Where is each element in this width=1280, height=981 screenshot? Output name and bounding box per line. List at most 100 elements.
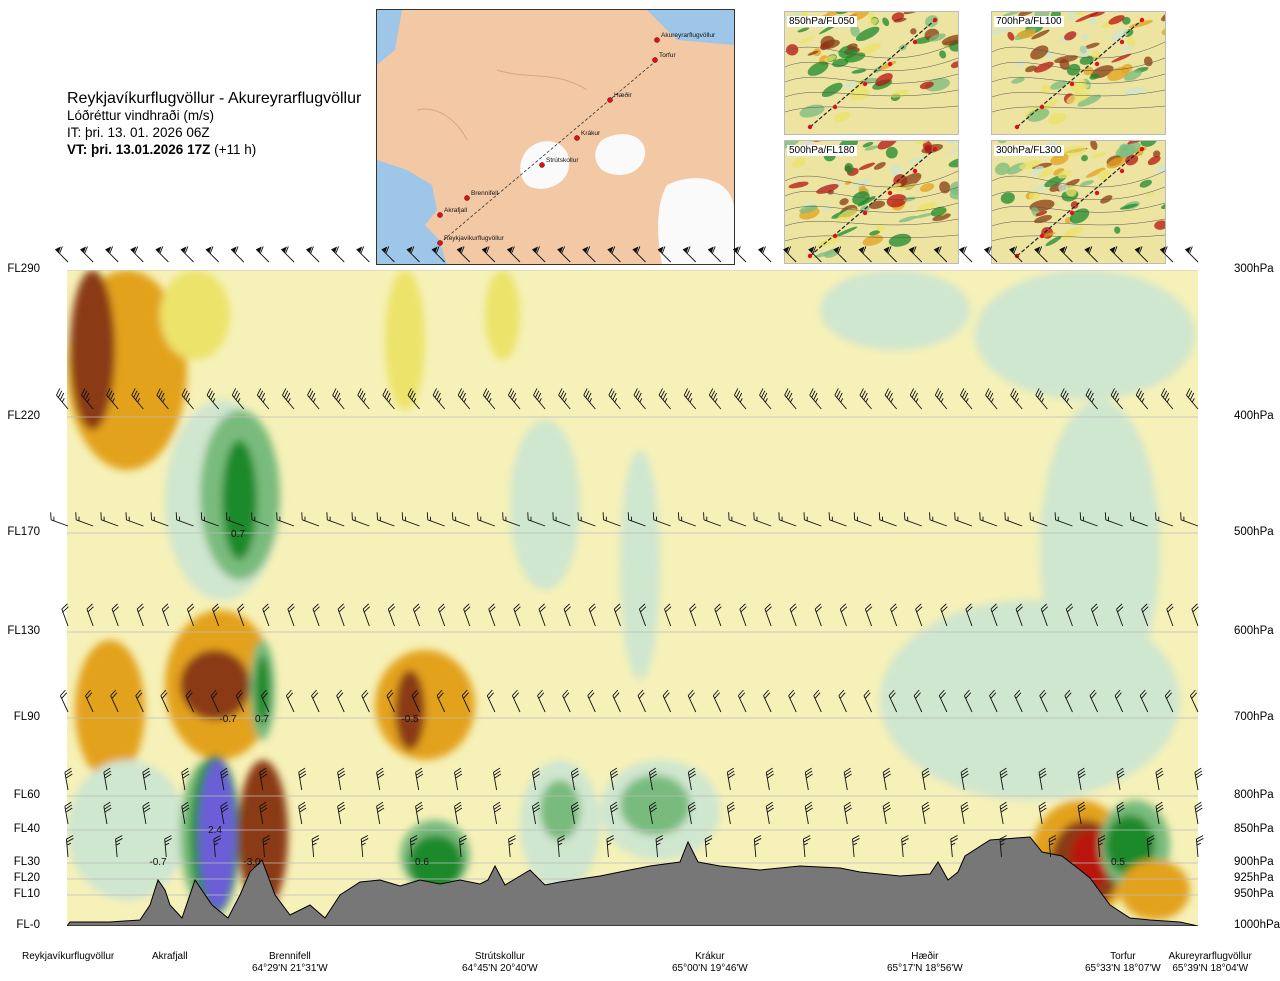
thumbnail-field-patch	[1088, 16, 1097, 25]
wind-barb	[1159, 246, 1174, 263]
thumbnail-contour-line	[785, 41, 958, 59]
wind-barb	[436, 689, 446, 713]
wind-barb	[411, 689, 420, 713]
velocity-region	[620, 450, 660, 680]
thumbnail-contour-line	[785, 186, 958, 200]
flight-level-label: FL290	[7, 263, 40, 275]
wind-barb	[508, 835, 516, 858]
wind-barb	[1084, 246, 1098, 263]
wind-barb	[80, 246, 94, 263]
thumbnail-waypoint	[1119, 168, 1125, 174]
wind-barb	[940, 603, 948, 627]
velocity-region	[395, 670, 425, 750]
wind-barb	[537, 689, 546, 713]
location-coord: 64°29'N 21°31'W	[252, 963, 328, 974]
waypoint-marker	[437, 240, 443, 246]
thumbnail-field-patch	[916, 202, 937, 213]
wind-barb	[454, 767, 463, 791]
thumbnail-field-patch	[1139, 179, 1152, 188]
thumbnail-field-patch	[882, 17, 890, 27]
location-coord: 65°39'N 18°04'W	[1172, 963, 1249, 974]
wind-barb	[637, 689, 646, 713]
wind-barb	[783, 246, 797, 263]
thumbnail-field-patch	[1114, 226, 1121, 234]
wind-barb	[381, 246, 395, 263]
location-label: Akrafjall	[152, 951, 188, 963]
wind-barb	[833, 246, 847, 263]
thumbnail-field-patch	[846, 43, 858, 50]
wind-barb	[376, 512, 395, 527]
thumbnail-field-patch	[941, 34, 958, 46]
thumbnail-850hpa[interactable]: 850hPa/FL050	[784, 11, 959, 135]
thumbnail-500hpa[interactable]: 500hPa/FL180	[784, 140, 959, 264]
wind-barb	[75, 512, 94, 527]
thumbnail-field-patch	[913, 212, 936, 219]
wind-barb	[632, 246, 646, 263]
thumbnail-field-patch	[1108, 15, 1125, 25]
wind-barb	[1180, 512, 1199, 527]
thumbnail-waypoint	[932, 17, 938, 23]
thumbnail-waypoint	[1094, 61, 1100, 67]
contour-label: -0.7	[219, 714, 237, 725]
thumbnail-field-patch	[1059, 59, 1070, 70]
wind-barb	[506, 246, 521, 263]
thumbnail-waypoint	[1094, 190, 1100, 196]
thumbnail-field-patch	[844, 162, 854, 174]
thumbnail-field-patch	[1124, 69, 1142, 81]
wind-barb	[1079, 512, 1098, 527]
wind-barb	[65, 835, 74, 858]
thumbnail-field-patch	[792, 157, 807, 168]
wind-barb	[142, 767, 151, 791]
wind-barb	[205, 246, 219, 263]
wind-barb	[361, 689, 370, 713]
route-map[interactable]: Akureyrarflugvöllur Torfur Hæðir Krákur Strú…	[376, 9, 735, 265]
thumbnail-field-patch	[890, 89, 910, 98]
flight-level-label: FL130	[7, 625, 40, 637]
thumbnail-field-patch	[853, 177, 871, 189]
wind-barb	[1109, 246, 1123, 263]
wind-barb	[633, 388, 646, 410]
wind-barb	[753, 512, 772, 527]
thumbnail-field-patch	[1019, 160, 1042, 170]
velocity-region	[408, 835, 463, 890]
thumbnail-field-patch	[788, 181, 809, 189]
location-name: Reykjavíkurflugvöllur	[22, 951, 115, 962]
thumbnail-waypoint	[1069, 210, 1075, 216]
thumbnail-300hpa[interactable]: 300hPa/FL300	[991, 140, 1166, 264]
wind-barb	[276, 512, 295, 527]
wind-barb	[884, 388, 898, 410]
thumbnail-field-patch	[1089, 73, 1100, 80]
thumbnail-route-line	[1016, 19, 1143, 128]
wind-barb	[958, 246, 973, 263]
thumbnail-field-patch	[1045, 52, 1055, 59]
velocity-region	[510, 420, 580, 590]
thumbnail-field-patch	[939, 181, 951, 194]
wind-barb	[1059, 246, 1073, 263]
flight-level-label: FL40	[13, 823, 40, 835]
wind-barb	[312, 603, 320, 627]
thumbnail-field-patch	[1091, 50, 1101, 62]
wind-barb	[1186, 388, 1199, 410]
thumbnail-waypoint	[887, 61, 893, 67]
thumbnail-field-patch	[836, 12, 851, 15]
thumbnail-field-patch	[1147, 155, 1161, 166]
thumbnail-700hpa[interactable]: 700hPa/FL100	[991, 11, 1166, 135]
thumbnail-field-patch	[910, 28, 917, 35]
pressure-label: 800hPa	[1234, 789, 1274, 801]
wind-barb	[689, 603, 697, 627]
wind-barb	[431, 246, 445, 263]
wind-barb	[285, 689, 295, 713]
thumbnail-field-patch	[1084, 42, 1100, 49]
thumbnail-field-patch	[1080, 180, 1094, 187]
location-coord: 65°17'N 18°56'W	[887, 963, 963, 974]
wind-barb	[181, 388, 194, 410]
thumbnail-waypoint	[1014, 124, 1020, 130]
thumbnail-field-patch	[1081, 154, 1088, 162]
wind-barb	[81, 388, 94, 410]
thumbnail-field-patch	[1025, 65, 1037, 73]
wind-barb	[1160, 388, 1174, 410]
wind-barb	[298, 767, 307, 791]
chart-header: Reykjavíkurflugvöllur - Akureyrarflugvöl…	[67, 90, 361, 158]
wind-barb	[808, 246, 822, 263]
velocity-region	[880, 600, 1180, 800]
